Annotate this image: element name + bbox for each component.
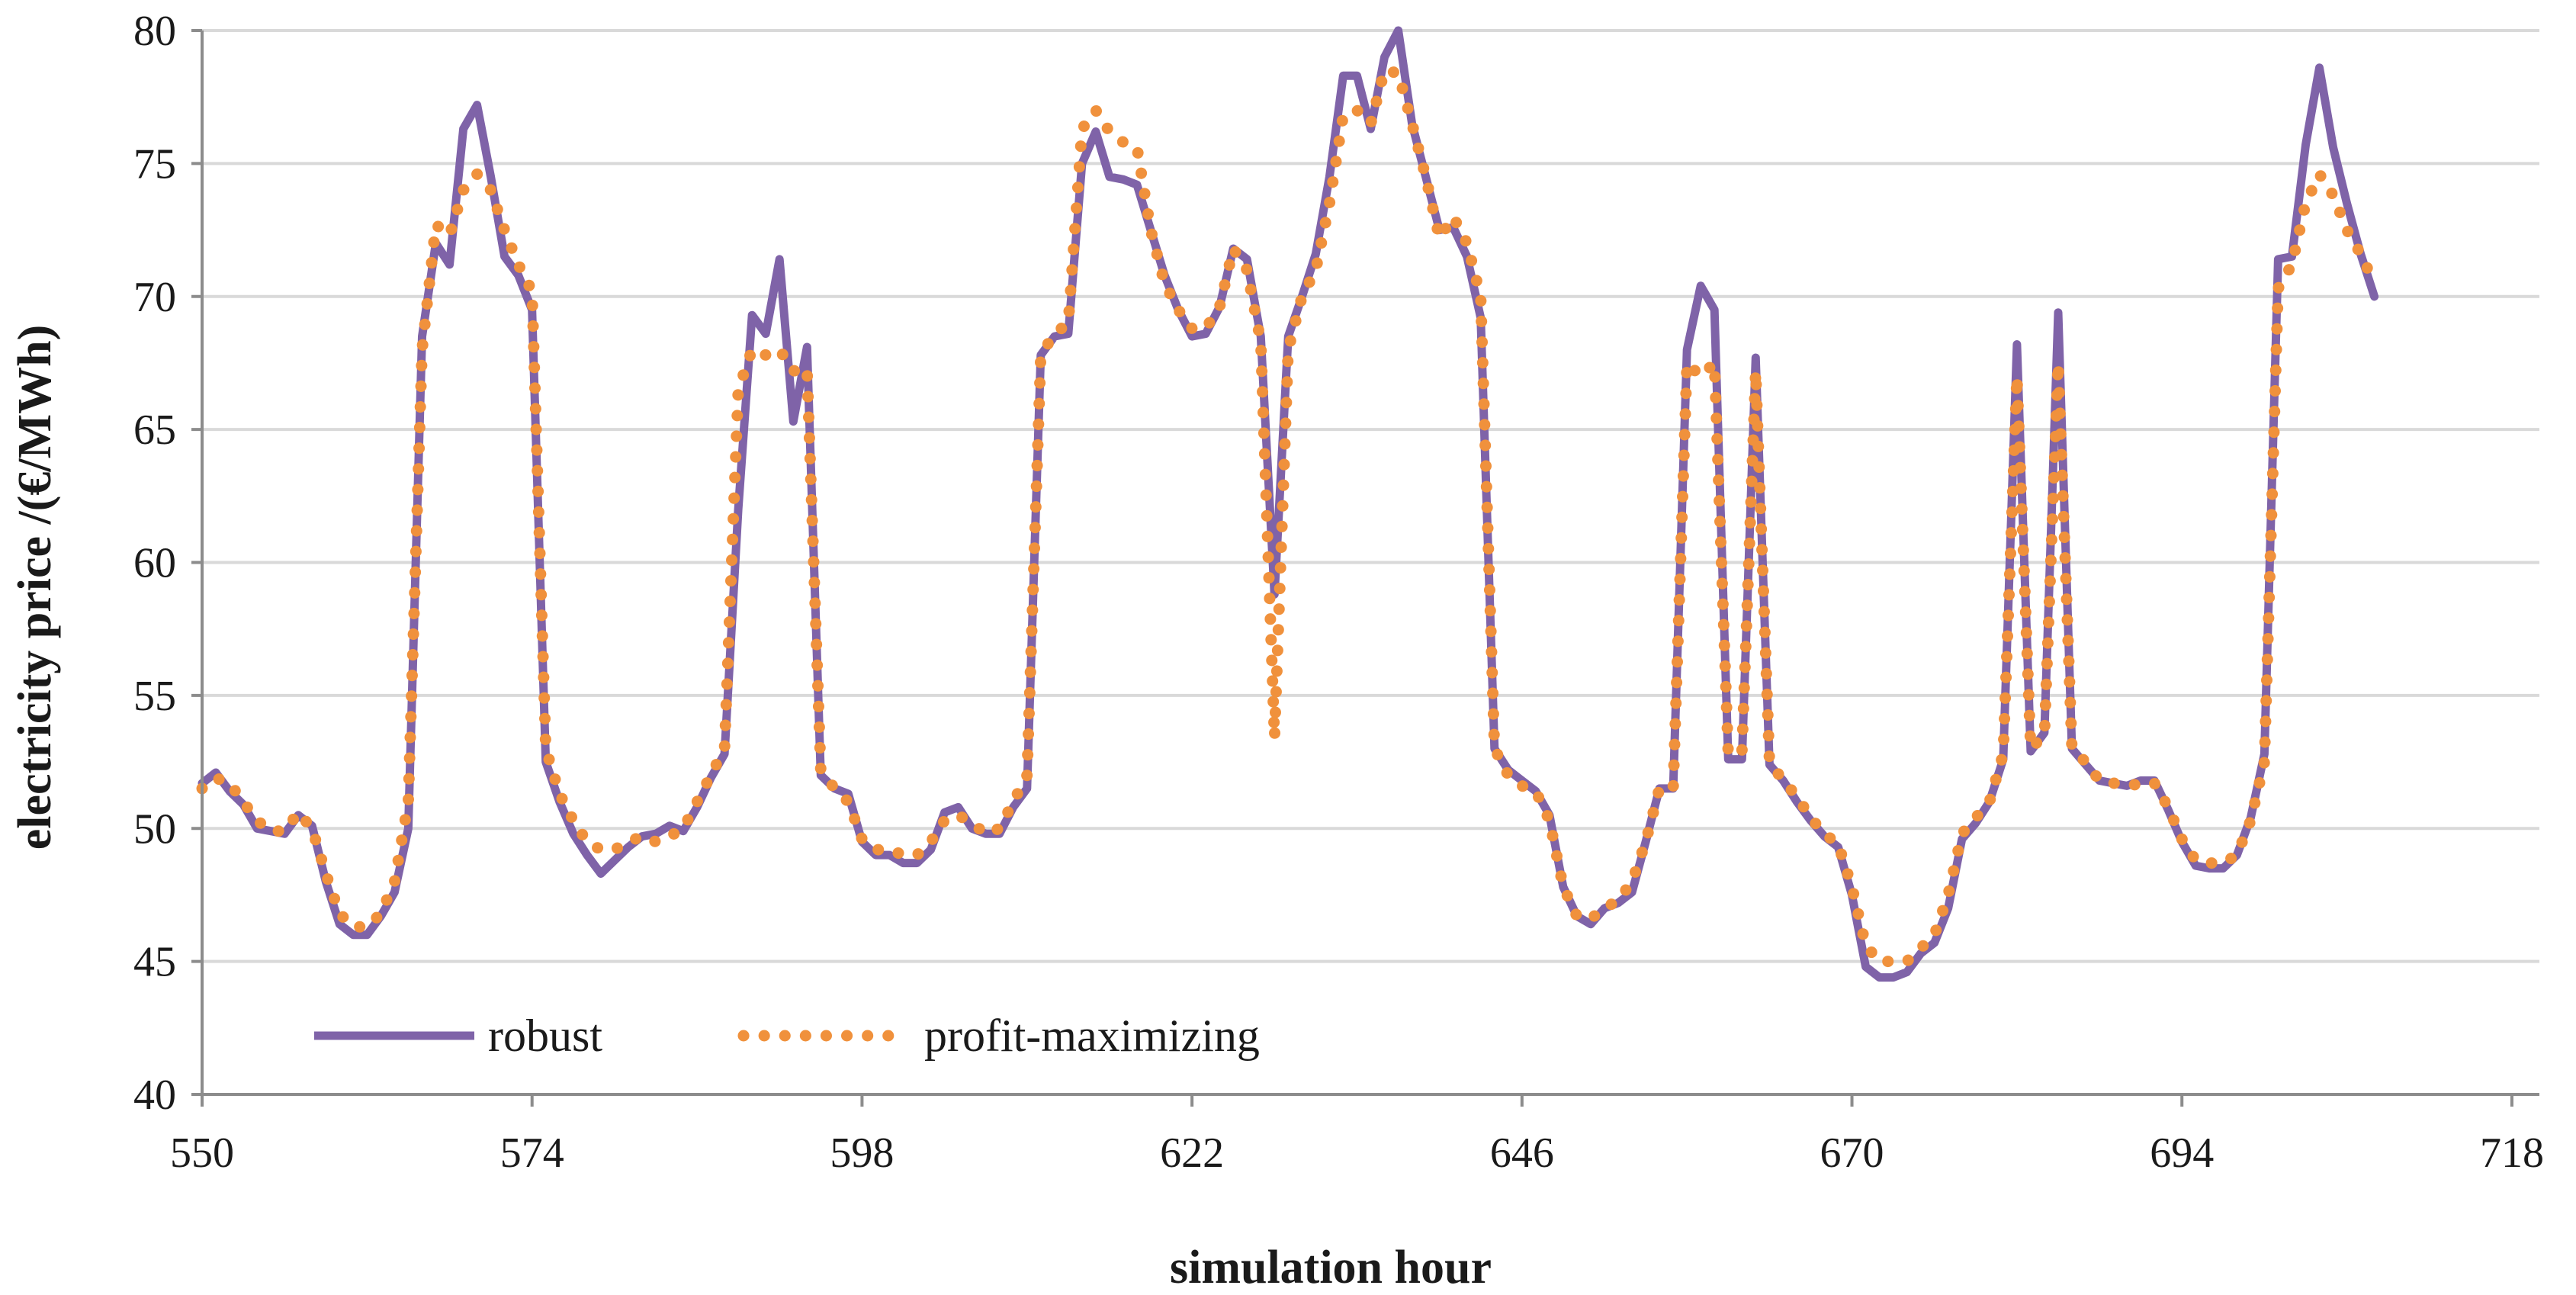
x-tick-label: 550 — [170, 1130, 234, 1177]
y-tick-label: 65 — [133, 406, 176, 454]
y-tick-label: 80 — [133, 8, 176, 55]
y-tick-label: 55 — [133, 673, 176, 720]
gridlines — [202, 29, 2539, 963]
y-tick-label: 50 — [133, 805, 176, 853]
x-tick-label: 718 — [2480, 1130, 2544, 1177]
y-tick-label: 45 — [133, 939, 176, 986]
y-tick-label: 60 — [133, 540, 176, 587]
series-line-robust — [198, 26, 2379, 982]
legend-label-robust: robust — [488, 1011, 602, 1061]
y-tick-label: 75 — [133, 140, 176, 188]
x-tick-label: 574 — [500, 1130, 564, 1177]
x-tick-label: 598 — [830, 1130, 894, 1177]
y-axis-title: electricity price /(€/MWh) — [9, 325, 61, 850]
axes — [191, 29, 2539, 1107]
series-group — [196, 26, 2381, 982]
x-tick-label: 622 — [1160, 1130, 1224, 1177]
x-tick-label: 670 — [1820, 1130, 1884, 1177]
x-tick-label: 646 — [1490, 1130, 1554, 1177]
y-axis-tick-labels: 40 45 50 55 60 65 70 75 80 — [133, 8, 176, 1119]
series-line-profit-maximizing — [196, 64, 2381, 968]
legend: robust profit-maximizing — [314, 1011, 1260, 1061]
x-tick-label: 694 — [2150, 1130, 2214, 1177]
y-tick-label: 70 — [133, 274, 176, 321]
y-tick-label: 40 — [133, 1072, 176, 1119]
legend-label-profit-maximizing: profit-maximizing — [924, 1011, 1260, 1061]
x-axis-title: simulation hour — [1170, 1242, 1492, 1293]
x-axis-tick-labels: 550 574 598 622 646 670 694 718 — [170, 1130, 2544, 1177]
